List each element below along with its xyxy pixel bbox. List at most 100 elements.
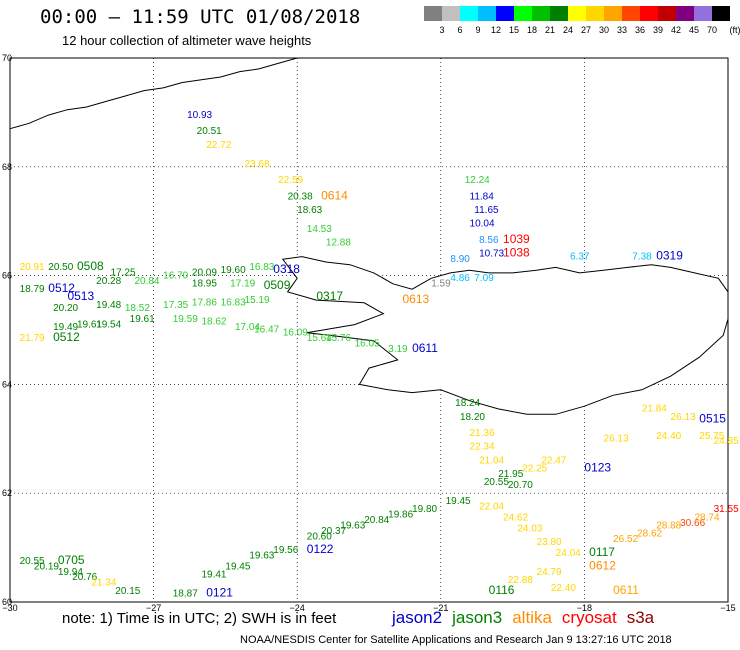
wave-height-value: 22.88 — [508, 575, 533, 586]
lon-tick-label: −24 — [290, 603, 305, 613]
wave-height-value: 22.59 — [278, 175, 303, 186]
wave-height-value: 16.83 — [249, 262, 274, 273]
axis-ticks: −30 −27 −24 −21 −18 −15 70 68 66 64 62 60 — [2, 53, 736, 613]
lon-tick-label: −21 — [433, 603, 448, 613]
color-swatch — [622, 6, 640, 21]
pass-time-label: 0614 — [321, 188, 348, 202]
wave-height-value: 26.13 — [604, 434, 629, 445]
wave-height-value: 19.61 — [77, 319, 102, 330]
wave-height-value: 19.45 — [225, 561, 250, 572]
pass-time-label: 0317 — [316, 289, 343, 303]
wave-height-value: 20.84 — [364, 515, 389, 526]
wave-height-value: 24.40 — [656, 431, 681, 442]
wave-height-value: 20.50 — [48, 262, 73, 273]
wave-height-value: 19.41 — [201, 570, 226, 581]
color-scale-label: 6 — [457, 25, 463, 35]
legend-cryosat: cryosat — [561, 608, 617, 627]
color-swatch — [496, 6, 514, 21]
wave-height-value: 21.79 — [20, 333, 45, 344]
wave-height-value: 28.62 — [637, 529, 662, 540]
wave-height-value: 19.80 — [412, 504, 437, 515]
wave-height-value: 16.70 — [163, 270, 188, 281]
color-swatch — [712, 6, 730, 21]
color-scale-label: 18 — [526, 25, 537, 35]
pass-time-label: 0319 — [656, 248, 683, 262]
lat-tick-label: 62 — [2, 488, 12, 498]
pass-time-label: 1039 — [503, 232, 530, 246]
wave-height-value: 18.52 — [125, 303, 150, 314]
color-swatch — [460, 6, 478, 21]
coastline — [9, 57, 729, 415]
wave-height-value: 20.91 — [20, 262, 45, 273]
wave-height-value: 15.76 — [326, 333, 351, 344]
wave-height-value: 7.38 — [632, 251, 652, 262]
pass-time-label: 1038 — [503, 246, 530, 260]
pass-time-label: 0515 — [699, 411, 726, 425]
wave-height-value: 24.04 — [556, 548, 581, 559]
color-swatch — [604, 6, 622, 21]
pass-time-label: 0509 — [264, 278, 291, 292]
wave-height-value: 16.83 — [221, 298, 246, 309]
color-scale-label: 70 — [706, 25, 717, 35]
wave-height-value: 22.40 — [551, 583, 576, 594]
wave-height-value: 19.48 — [96, 300, 121, 311]
wave-height-value: 10.04 — [470, 219, 495, 230]
pass-time-label: 0612 — [589, 558, 616, 572]
wave-height-value: 22.72 — [206, 140, 231, 151]
color-swatch — [478, 6, 496, 21]
wave-height-value: 15.19 — [245, 295, 270, 306]
wave-height-value: 11.84 — [470, 191, 495, 202]
wave-height-value: 19.86 — [388, 510, 413, 521]
pass-time-label: 0613 — [403, 292, 430, 306]
wave-height-value: 18.63 — [297, 205, 322, 216]
wave-height-value: 19.49 — [53, 322, 78, 333]
wave-height-value: 21.95 — [498, 469, 523, 480]
map-title: 00:00 – 11:59 UTC 01/08/2018 — [40, 6, 361, 28]
wave-height-value: 24.03 — [517, 523, 542, 534]
wave-height-value: 17.04 — [235, 322, 260, 333]
lon-tick-label: −15 — [720, 603, 735, 613]
credit-line: NOAA/NESDIS Center for Satellite Applica… — [240, 634, 672, 646]
color-scale-label: 42 — [670, 25, 681, 35]
wave-height-value: 20.38 — [288, 191, 313, 202]
wave-height-value: 19.54 — [96, 319, 121, 330]
color-swatch — [514, 6, 532, 21]
color-swatch — [658, 6, 676, 21]
wave-height-labels: 10.93 20.51 22.72 23.68 22.59 20.38 0614 18.63 1… — [20, 110, 740, 600]
wave-height-value: 19.45 — [446, 496, 471, 507]
wave-height-value: 20.70 — [508, 480, 533, 491]
wave-height-value: 18.95 — [192, 278, 217, 289]
lon-tick-label: −30 — [2, 603, 17, 613]
wave-height-value: 20.51 — [197, 126, 222, 137]
wave-height-value: 21.34 — [91, 578, 116, 589]
color-scale-label: 39 — [652, 25, 663, 35]
legend-s3a: s3a — [626, 608, 655, 627]
wave-height-value: 16.47 — [254, 325, 279, 336]
wave-height-value: 23.68 — [245, 159, 270, 170]
color-swatch — [550, 6, 568, 21]
wave-height-value: 20.55 — [484, 477, 509, 488]
pass-time-label: 0512 — [48, 281, 75, 295]
wave-height-value: 20.76 — [72, 572, 97, 583]
wave-height-value: 19.56 — [273, 545, 298, 556]
color-swatch — [586, 6, 604, 21]
wave-height-value: 22.34 — [470, 442, 495, 453]
lat-tick-label: 68 — [2, 162, 12, 172]
wave-height-value: 16.05 — [355, 338, 380, 349]
wave-height-value: 22.25 — [522, 463, 547, 474]
wave-height-value: 31.55 — [714, 504, 739, 515]
pass-time-label: 0508 — [77, 259, 104, 273]
pass-time-label: 0121 — [206, 586, 233, 600]
wave-height-value: 18.87 — [173, 589, 198, 600]
pass-time-label: 0116 — [489, 583, 515, 597]
pass-time-label: 0318 — [273, 262, 300, 276]
wave-height-value: 8.90 — [450, 254, 470, 265]
wave-height-value: 10.93 — [187, 110, 212, 121]
wave-height-value: 19.61 — [130, 314, 155, 325]
wave-height-value: 18.62 — [201, 317, 226, 328]
wave-height-value: 17.19 — [230, 278, 255, 289]
lon-tick-label: −27 — [146, 603, 161, 613]
wave-height-value: 12.88 — [326, 238, 351, 249]
lat-tick-label: 66 — [2, 271, 12, 281]
